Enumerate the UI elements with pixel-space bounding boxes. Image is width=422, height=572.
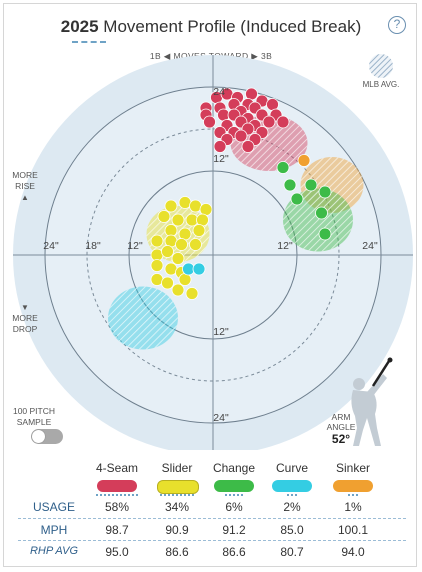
table-divider-1: [18, 518, 406, 519]
pitcher-silhouette-icon: [351, 357, 393, 446]
down-arrow-icon: ▼: [21, 303, 29, 312]
pitch-dot-4-seam: [276, 115, 290, 129]
rhp-avg-value-change: 86.6: [222, 545, 246, 559]
pitch-dot-curve: [192, 262, 206, 276]
pitch-header-change[interactable]: Change: [212, 461, 256, 475]
pitch-dot-change: [318, 227, 332, 241]
pitch-header-sinker[interactable]: Sinker: [335, 461, 370, 475]
pitch-dot-slider: [185, 287, 199, 300]
pitch-dot-4-seam: [203, 115, 216, 129]
first-base-label: 1B: [149, 51, 162, 61]
right-arrow-icon: ▶: [251, 51, 259, 61]
ring-label-bottom-24: 24": [213, 412, 229, 424]
pitch-dot-slider: [161, 276, 174, 290]
usage-value-slider: 34%: [164, 500, 190, 514]
title-year[interactable]: 2025: [60, 17, 99, 36]
title-text: Movement Profile (Induced Break): [103, 17, 362, 36]
ring-label-right-12: 12": [277, 240, 293, 252]
usage-value-4-seam: 58%: [104, 500, 130, 514]
pitch-dot-slider: [164, 199, 178, 213]
mph-value-curve: 85.0: [280, 523, 304, 537]
usage-value-curve: 2%: [283, 500, 301, 514]
pitch-dot-change: [290, 192, 304, 206]
pitch-dot-4-seam: [234, 129, 248, 143]
usage-row-label: USAGE: [32, 500, 75, 514]
mph-value-4-seam: 98.7: [105, 523, 129, 537]
arm-angle-label: ARM ANGLE: [326, 412, 356, 432]
usage-value-change: 6%: [225, 500, 243, 514]
pitch-header-slider[interactable]: Slider: [161, 461, 193, 475]
more-drop-label: ▼ MORE DROP: [12, 303, 38, 334]
mph-value-change: 91.2: [222, 523, 246, 537]
pitch-dot-slider: [150, 234, 164, 248]
mlb-avg-region-curve: [108, 286, 178, 350]
pitch-dot-slider: [171, 213, 185, 227]
ring-label-top-12: 12": [213, 153, 229, 165]
mlb-avg-label: MLB AVG.: [362, 80, 400, 89]
mph-value-slider: 90.9: [165, 523, 189, 537]
pitch-dot-4-seam: [262, 115, 276, 129]
pitch-dot-sinker: [297, 154, 311, 167]
usage-value-sinker: 1%: [344, 500, 362, 514]
help-icon[interactable]: ?: [388, 16, 406, 34]
up-arrow-icon: ▲: [21, 193, 29, 202]
card-frame: [3, 3, 417, 567]
toggle-knob: [32, 430, 45, 443]
usage-bar-sinker: [348, 494, 358, 496]
rhp-avg-value-sinker: 94.0: [341, 545, 365, 559]
pitch-color-pill-change[interactable]: [214, 480, 254, 492]
pitch-sample-toggle[interactable]: [31, 429, 63, 444]
pitch-dot-slider: [171, 252, 185, 265]
year-dropdown-indicator: [72, 41, 106, 43]
pitch-dot-slider: [171, 283, 185, 297]
pitch-dot-change: [304, 178, 318, 192]
pitch-color-pill-4-seam[interactable]: [97, 480, 137, 492]
ring-label-left-12: 12": [127, 240, 143, 252]
usage-bar-change: [225, 494, 243, 496]
usage-bar-4-seam: [96, 494, 138, 496]
usage-bar-slider: [160, 494, 194, 496]
table-divider-2: [18, 540, 406, 541]
pitch-dot-slider: [175, 238, 188, 251]
mph-value-sinker: 100.1: [337, 523, 369, 537]
ring-label-left-18: 18": [85, 240, 101, 252]
rhp-avg-value-4-seam: 95.0: [105, 545, 129, 559]
pitch-color-pill-curve[interactable]: [272, 480, 312, 492]
pitch-dot-change: [315, 206, 328, 220]
pitch-dot-slider: [157, 210, 171, 223]
mph-row-label: MPH: [40, 523, 68, 537]
ring-label-bottom-12: 12": [213, 326, 229, 338]
pitch-header-4-seam[interactable]: 4-Seam: [95, 461, 139, 475]
ring-label-top-24: 24": [213, 86, 229, 98]
pitch-dot-slider: [161, 245, 174, 258]
movement-plot: 24" 12" 24" 18" 12" 12" 24" 12" 24": [13, 55, 413, 450]
rhp-avg-row-label: RHP AVG: [29, 545, 79, 557]
pitch-dot-change: [283, 178, 297, 192]
left-arrow-icon: ◀: [163, 51, 171, 61]
mlb-avg-toggle-icon[interactable]: [368, 53, 394, 79]
third-base-label: 3B: [260, 51, 273, 61]
pitch-dot-4-seam: [241, 140, 255, 153]
more-rise-label: MORE RISE ▲: [12, 170, 38, 202]
pitch-sample-label: 100 PITCH SAMPLE: [12, 406, 56, 427]
arm-angle-value: 52°: [331, 432, 351, 446]
pitch-dot-change: [318, 185, 332, 199]
pitch-dot-slider: [192, 224, 206, 237]
pitch-dot-change: [276, 161, 290, 174]
ring-label-left-24: 24": [43, 240, 59, 252]
pitch-header-curve[interactable]: Curve: [275, 461, 308, 475]
ring-label-right-24: 24": [362, 240, 378, 252]
usage-bar-curve: [287, 494, 297, 496]
pitch-color-pill-sinker[interactable]: [333, 480, 373, 492]
page-title: 2025 Movement Profile (Induced Break): [0, 17, 422, 37]
rhp-avg-value-curve: 80.7: [280, 545, 304, 559]
pitch-color-pill-slider[interactable]: [157, 480, 199, 494]
rhp-avg-value-slider: 86.6: [165, 545, 189, 559]
pitch-dot-4-seam: [213, 140, 227, 153]
pitch-dot-slider: [189, 238, 202, 251]
pitch-dot-slider: [150, 259, 164, 272]
